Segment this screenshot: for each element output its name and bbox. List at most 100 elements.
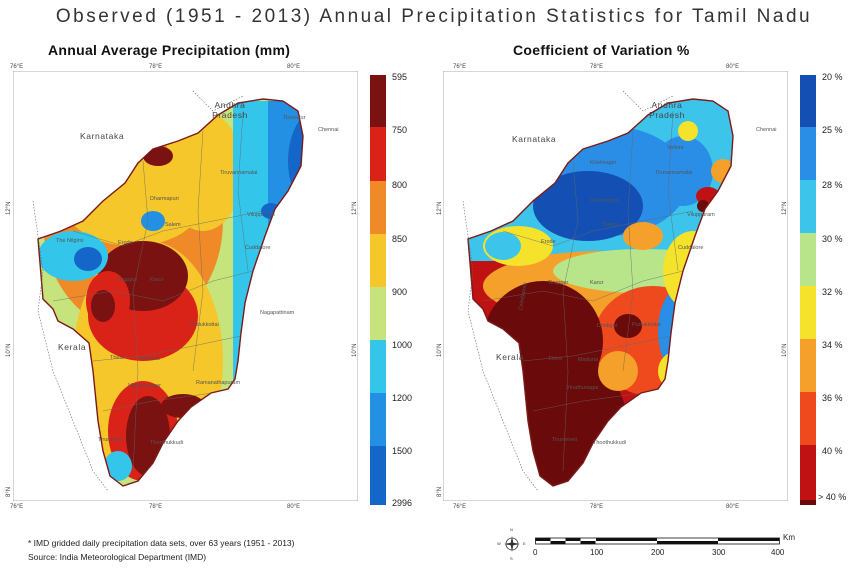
- right-right-ytick-10: 10°N: [782, 343, 788, 357]
- right-legend-label: 25 %: [822, 125, 843, 135]
- right-legend-label: 40 %: [822, 446, 843, 456]
- right-legend-swatch: [800, 127, 816, 180]
- compass-e: E: [523, 541, 526, 546]
- left-city: Tiruppur: [117, 277, 138, 283]
- scale-tick: 400: [771, 548, 785, 557]
- right-city: Theni: [548, 356, 562, 362]
- left-city: Ramanathapuram: [196, 380, 241, 386]
- right-city: Tirunelveli: [552, 437, 577, 443]
- right-bottom-tick-78: 78°E: [590, 504, 604, 510]
- right-city: Erode: [541, 239, 556, 245]
- left-label-chennai: Chennai: [318, 127, 339, 133]
- left-legend-swatch: [370, 127, 386, 181]
- scale-tick: 200: [651, 548, 665, 557]
- right-legend-swatch: [800, 445, 816, 500]
- left-legend-label: 750: [392, 125, 408, 135]
- left-precipitation-map: [13, 71, 358, 501]
- right-legend-swatch: [800, 75, 816, 127]
- left-city: Karur: [150, 277, 164, 283]
- left-legend-label: 1200: [392, 393, 413, 403]
- left-city: Tiruvallur: [283, 115, 306, 121]
- right-legend-label: 20 %: [822, 72, 843, 82]
- right-city: Dharmapuri: [590, 198, 619, 204]
- right-city: Vellore: [667, 145, 684, 151]
- left-city: Erode: [118, 240, 133, 246]
- right-legend-label: > 40 %: [818, 492, 847, 502]
- left-city: Theni: [110, 355, 124, 361]
- left-legend-colorbar: [370, 75, 386, 505]
- right-legend-swatch: [800, 392, 816, 445]
- right-city: Virudhunagar: [566, 385, 599, 391]
- left-city: Pudukkottai: [190, 322, 219, 328]
- right-legend-label: 28 %: [822, 180, 843, 190]
- right-city: Karur: [590, 280, 604, 286]
- left-city: Dharmapuri: [150, 196, 179, 202]
- right-top-tick-80: 80°E: [726, 64, 740, 70]
- right-city: Cuddalore: [678, 245, 704, 251]
- left-city: Cuddalore: [245, 245, 271, 251]
- left-legend-label: 900: [392, 287, 408, 297]
- main-title: Observed (1951 - 2013) Annual Precipitat…: [55, 6, 813, 27]
- left-bottom-tick-78: 78°E: [149, 504, 163, 510]
- footnote-source: Source: India Meteorological Department …: [28, 552, 207, 562]
- right-city: Thoothukkudi: [593, 440, 627, 446]
- left-city: Salem: [165, 222, 181, 228]
- left-legend-swatch: [370, 181, 386, 234]
- left-city: Madurai: [140, 356, 160, 362]
- right-city: Salem: [603, 222, 619, 228]
- left-legend-swatch: [370, 234, 386, 287]
- left-label-andhra: Andhra Pradesh: [212, 100, 248, 120]
- right-legend-swatch: [800, 500, 816, 505]
- footnote-data: * IMD gridded daily precipitation data s…: [28, 538, 295, 548]
- left-right-ytick-10: 10°N: [352, 343, 358, 357]
- right-bottom-tick-76: 76°E: [453, 504, 467, 510]
- right-label-kerala: Kerala: [496, 352, 525, 362]
- right-legend-colorbar: [800, 75, 816, 505]
- compass-n: N: [510, 527, 513, 532]
- left-legend-label: 1000: [392, 340, 413, 350]
- right-legend-swatch: [800, 180, 816, 233]
- left-map-title: Annual Average Precipitation (mm): [48, 42, 291, 58]
- scale-tick: 0: [533, 548, 538, 557]
- right-label-andhra: Andhra Pradesh: [649, 100, 685, 120]
- left-legend-label: 595: [392, 72, 408, 82]
- right-ytick-12: 12°N: [437, 201, 443, 215]
- scale-tick: 300: [712, 548, 726, 557]
- left-ytick-12: 12°N: [6, 201, 12, 215]
- right-legend-label: 36 %: [822, 393, 843, 403]
- right-right-ytick-12: 12°N: [782, 201, 788, 215]
- right-city: Madurai: [578, 357, 598, 363]
- left-city: Nagapattinam: [260, 310, 295, 316]
- left-city: The Nilgiris: [56, 238, 84, 244]
- right-city: Viluppuram: [687, 212, 715, 218]
- left-top-tick-78: 78°E: [149, 64, 163, 70]
- right-city: Tiruvannamalai: [655, 170, 693, 176]
- right-bottom-tick-80: 80°E: [726, 504, 740, 510]
- right-top-tick-76: 76°E: [453, 64, 467, 70]
- left-bottom-tick-76: 76°E: [10, 504, 24, 510]
- left-legend-label: 850: [392, 234, 408, 244]
- right-legend-label: 34 %: [822, 340, 843, 350]
- right-legend-swatch: [800, 339, 816, 392]
- left-label-kerala: Kerala: [58, 342, 87, 352]
- scale-unit: Km: [783, 533, 795, 542]
- right-city: Pudukkottai: [632, 322, 661, 328]
- left-ytick-10: 10°N: [6, 343, 12, 357]
- left-label-karnataka: Karnataka: [80, 131, 125, 141]
- left-city: Virudhunagar: [128, 383, 161, 389]
- left-legend-label: 2996: [392, 498, 413, 508]
- right-label-chennai: Chennai: [756, 127, 777, 133]
- left-city: Tiruvannamalai: [220, 170, 258, 176]
- right-top-tick-78: 78°E: [590, 64, 604, 70]
- compass-rose-icon: [504, 536, 520, 552]
- right-cv-map: [443, 71, 788, 501]
- right-legend-label: 32 %: [822, 287, 843, 297]
- right-city: Dindigul: [597, 323, 617, 329]
- left-right-ytick-12: 12°N: [352, 201, 358, 215]
- right-legend-swatch: [800, 233, 816, 286]
- left-city: Tirunelveli: [98, 437, 123, 443]
- left-legend-swatch: [370, 340, 386, 393]
- left-legend-swatch: [370, 446, 386, 505]
- right-city: Tiruppur: [548, 280, 569, 286]
- right-city: Krishnagiri: [590, 160, 616, 166]
